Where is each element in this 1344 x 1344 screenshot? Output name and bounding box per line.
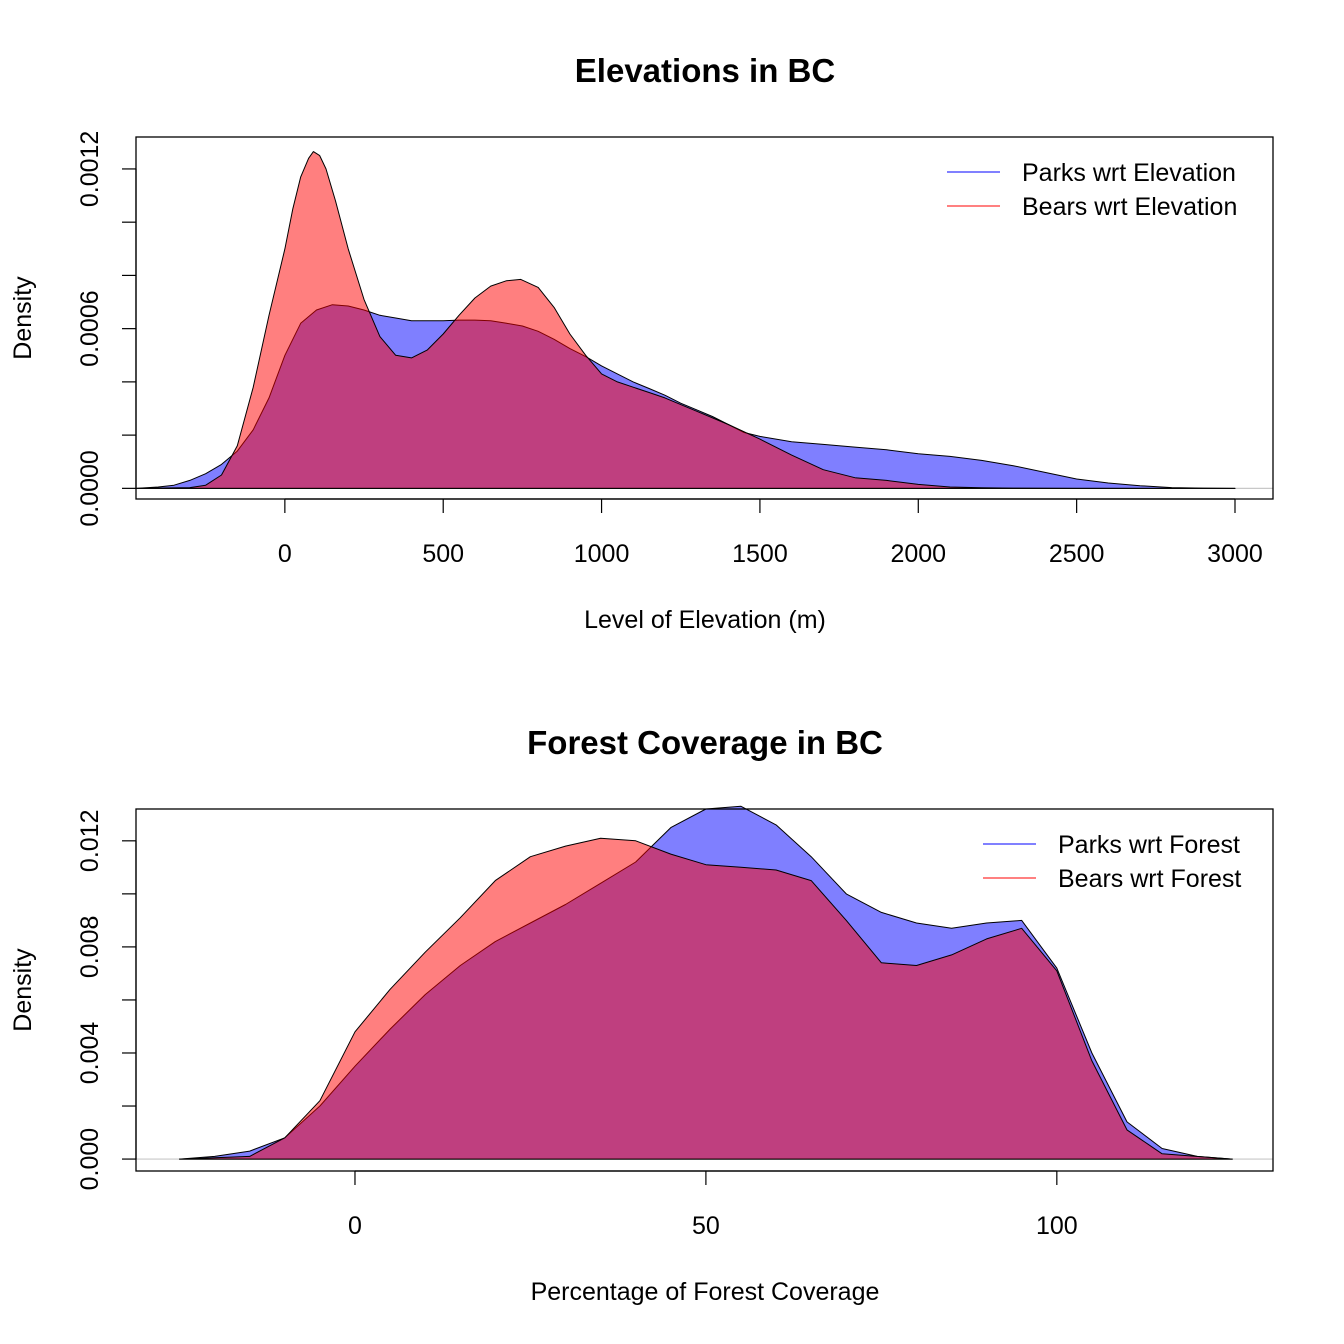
x-tick-label: 0 (348, 1212, 362, 1240)
forest-chart-panel: Forest Coverage in BC 0 50 100 0.0000.0040… (9, 724, 1274, 1306)
y-axis-label: Density (9, 948, 37, 1032)
legend-label: Parks wrt Forest (1058, 831, 1240, 859)
legend-label: Bears wrt Elevation (1022, 193, 1237, 221)
legend-label: Parks wrt Elevation (1022, 159, 1236, 187)
x-tick-label: 100 (1036, 1212, 1078, 1240)
y-tick-label: 0.000 (76, 1128, 104, 1191)
y-tick-label: 0.0000 (76, 450, 104, 526)
x-axis-label: Level of Elevation (m) (584, 606, 826, 634)
x-tick-label: 3000 (1207, 540, 1263, 568)
plot-area (135, 151, 1273, 489)
x-tick-label: 0 (278, 540, 292, 568)
x-axis: 0 500 1000 1500 2000 2500 3000 (278, 498, 1263, 568)
x-tick-label: 2500 (1049, 540, 1105, 568)
y-tick-label: 0.0006 (76, 290, 104, 366)
x-tick-label: 1000 (574, 540, 630, 568)
x-axis: 0 50 100 (348, 1170, 1078, 1240)
x-tick-label: 1500 (732, 540, 788, 568)
plot-area (136, 805, 1273, 1160)
y-tick-label: 0.0012 (76, 131, 104, 207)
chart-title: Forest Coverage in BC (527, 724, 883, 761)
chart-title: Elevations in BC (575, 52, 835, 89)
x-tick-label: 2000 (890, 540, 946, 568)
x-tick-label: 500 (422, 540, 464, 568)
y-axis: 0.0000 0.0006 0.0012 (76, 131, 137, 527)
x-tick-label: 50 (692, 1212, 720, 1240)
y-axis: 0.000 0.004 0.008 0.012 (76, 810, 137, 1191)
density-area-bears (135, 151, 1236, 489)
y-tick-label: 0.012 (76, 810, 104, 873)
density-area-bears (179, 837, 1233, 1160)
y-tick-label: 0.008 (76, 916, 104, 979)
legend-label: Bears wrt Forest (1058, 865, 1241, 893)
elevation-chart-panel: Elevations in BC 0 500 1000 1500 2000 2500 300… (9, 52, 1274, 634)
legend: Parks wrt Forest Bears wrt Forest (983, 831, 1241, 893)
y-tick-label: 0.004 (76, 1022, 104, 1085)
y-axis-label: Density (9, 276, 37, 360)
legend: Parks wrt Elevation Bears wrt Elevation (947, 159, 1237, 221)
x-axis-label: Percentage of Forest Coverage (531, 1278, 880, 1306)
